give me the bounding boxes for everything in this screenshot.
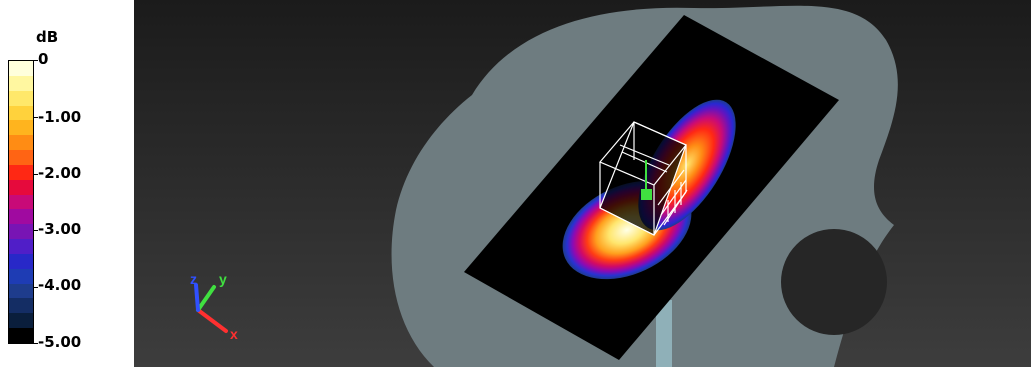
legend-swatch <box>9 105 33 121</box>
legend-tick <box>34 174 38 175</box>
color-legend: dB 0 -1.00 -2.00 -3.00 -4.00 -5.00 <box>0 0 134 367</box>
feed-element <box>641 160 652 200</box>
legend-label-2: -2.00 <box>38 164 82 182</box>
y-axis-label: y <box>219 271 227 287</box>
support-mast <box>656 300 672 367</box>
legend-unit: dB <box>36 28 59 46</box>
legend-swatch <box>9 135 33 151</box>
head-ear-shadow <box>781 229 887 335</box>
legend-label-0: 0 <box>38 50 49 68</box>
legend-color-bar <box>8 60 34 344</box>
legend-swatch <box>9 313 33 329</box>
legend-swatch <box>9 328 33 344</box>
legend-tick <box>34 117 38 118</box>
legend-swatch <box>9 253 33 270</box>
legend-swatch <box>9 194 33 210</box>
legend-swatch <box>9 298 33 314</box>
legend-swatch <box>9 90 33 107</box>
legend-swatch <box>9 61 33 77</box>
legend-tick <box>34 60 38 61</box>
axis-triad[interactable]: x y z <box>190 271 238 342</box>
z-axis-label: z <box>190 271 197 287</box>
legend-label-1: -1.00 <box>38 108 82 126</box>
legend-swatch <box>9 268 33 285</box>
legend-swatch <box>9 283 33 300</box>
y-axis-arrow <box>196 285 216 312</box>
legend-label-5: -5.00 <box>38 333 82 351</box>
legend-swatch <box>9 224 33 240</box>
legend-label-3: -3.00 <box>38 220 82 238</box>
legend-tick <box>34 287 38 288</box>
3d-viewport[interactable]: x y z <box>134 0 1031 367</box>
3d-scene[interactable]: x y z <box>134 0 1031 367</box>
z-axis-arrow <box>194 283 200 312</box>
antenna-wireframe <box>599 121 688 236</box>
x-axis-arrow <box>196 308 228 333</box>
legend-swatch <box>9 209 33 225</box>
legend-swatch <box>9 120 33 136</box>
x-axis-label: x <box>230 326 238 342</box>
legend-swatch <box>9 150 33 166</box>
legend-swatch <box>9 75 33 92</box>
legend-swatch <box>9 179 33 196</box>
legend-swatch <box>9 239 33 255</box>
legend-tick <box>34 343 38 344</box>
legend-swatch <box>9 164 33 181</box>
legend-label-4: -4.00 <box>38 276 82 294</box>
legend-tick <box>34 230 38 231</box>
